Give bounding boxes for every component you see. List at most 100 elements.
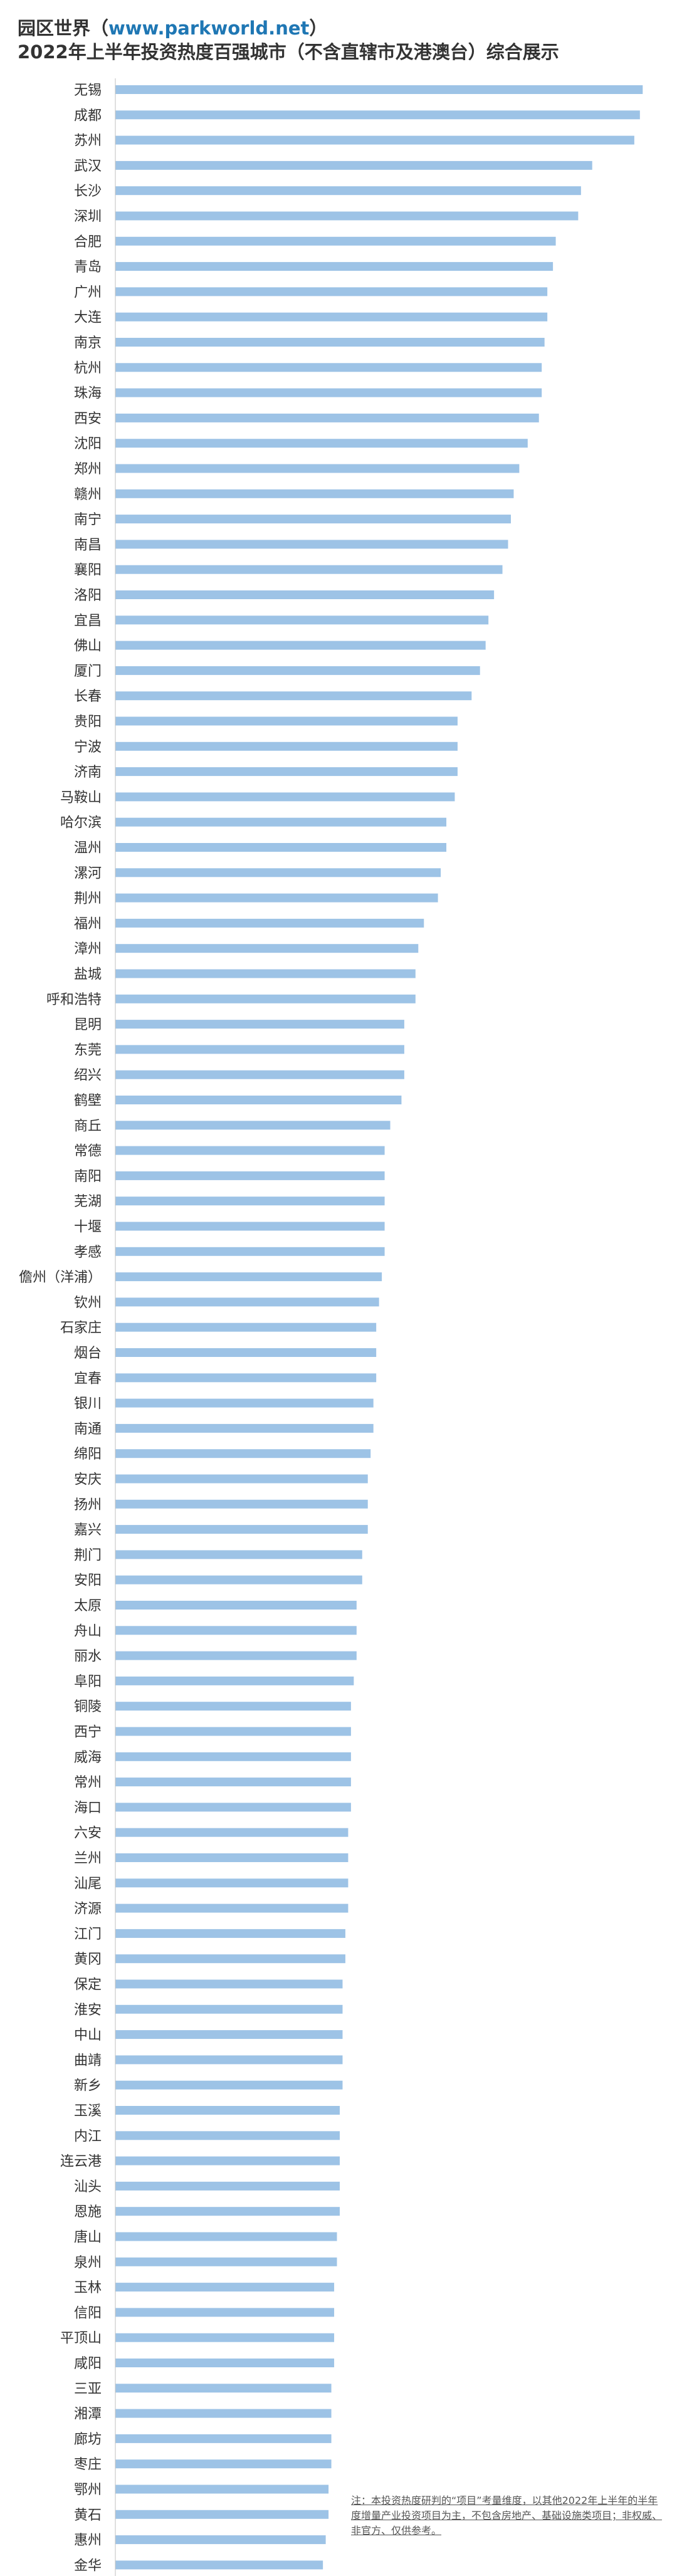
category-label: 太原	[74, 1598, 102, 1614]
category-label: 南通	[74, 1422, 102, 1437]
bar	[115, 413, 539, 422]
bar	[115, 1474, 368, 1484]
bar	[115, 1272, 382, 1282]
chart-title: 2022年上半年投资热度百强城市（不含直辖市及港澳台）综合展示	[18, 41, 559, 63]
bar	[115, 489, 514, 498]
category-label: 漯河	[74, 866, 102, 881]
bar	[115, 2055, 343, 2065]
category-label: 宁波	[74, 740, 102, 755]
bar	[115, 2459, 332, 2469]
category-label: 威海	[74, 1750, 102, 1766]
category-label: 马鞍山	[60, 790, 102, 805]
bar	[115, 1601, 357, 1610]
bar	[115, 2283, 335, 2292]
category-label: 舟山	[74, 1623, 102, 1639]
category-label: 佛山	[74, 639, 102, 654]
category-label: 咸阳	[74, 2356, 102, 2372]
bar	[115, 1096, 402, 1104]
category-label: 绍兴	[74, 1068, 102, 1084]
category-label: 唐山	[74, 2230, 102, 2246]
category-label: 宜春	[74, 1371, 102, 1386]
bar	[115, 363, 542, 372]
category-label: 嘉兴	[74, 1522, 102, 1538]
chart-header: 园区世界（www.parkworld.net） 2022年上半年投资热度百强城市…	[18, 16, 663, 64]
bar	[115, 641, 486, 650]
category-label: 东莞	[74, 1042, 102, 1058]
bar	[115, 1322, 377, 1332]
bar	[115, 1929, 345, 1938]
category-label: 枣庄	[74, 2457, 102, 2473]
bar	[115, 1196, 385, 1206]
bar	[115, 2080, 343, 2090]
bar	[115, 2181, 340, 2191]
bar	[115, 1979, 343, 1989]
category-label: 长沙	[74, 184, 102, 199]
brand-bracket: ）	[309, 18, 328, 39]
category-label: 曲靖	[74, 2053, 102, 2068]
category-label: 荆门	[74, 1547, 102, 1563]
bar	[115, 1903, 349, 1913]
category-label: 廊坊	[74, 2432, 102, 2448]
bar	[115, 1423, 374, 1433]
bar	[115, 969, 416, 978]
category-label: 襄阳	[74, 563, 102, 579]
bar	[115, 1373, 377, 1383]
category-label: 安阳	[74, 1573, 102, 1589]
category-label: 江门	[74, 1927, 102, 1942]
bar	[115, 590, 495, 599]
bar	[115, 1878, 349, 1888]
category-label: 连云港	[60, 2154, 102, 2170]
category-label: 芜湖	[74, 1194, 102, 1210]
bar	[115, 160, 592, 170]
bar	[115, 2131, 340, 2140]
bar	[115, 1778, 351, 1787]
category-label: 安庆	[74, 1472, 102, 1488]
bar	[115, 1752, 351, 1761]
category-label: 洛阳	[74, 588, 102, 604]
category-label: 十堰	[74, 1220, 102, 1235]
bar	[115, 1702, 351, 1711]
bar	[115, 2030, 343, 2039]
category-label: 宜昌	[74, 613, 102, 629]
bar	[115, 1121, 391, 1130]
category-label: 武汉	[74, 159, 102, 174]
category-label: 济南	[74, 765, 102, 780]
bar	[115, 186, 581, 196]
bar	[115, 110, 640, 120]
bar	[115, 817, 447, 827]
bar	[115, 868, 441, 877]
category-label: 深圳	[74, 209, 102, 225]
category-label: 济源	[74, 1902, 102, 1917]
category-label: 无锡	[74, 83, 102, 98]
bar	[115, 2308, 335, 2317]
category-label: 昆明	[74, 1017, 102, 1033]
bar	[115, 1525, 368, 1534]
category-label: 南阳	[74, 1169, 102, 1185]
bar	[115, 439, 528, 448]
bar	[115, 1297, 379, 1307]
bar	[115, 1954, 345, 1964]
category-label: 丽水	[74, 1649, 102, 1665]
category-label: 长春	[74, 689, 102, 704]
category-label: 苏州	[74, 134, 102, 149]
category-label: 厦门	[74, 664, 102, 679]
category-label: 合肥	[74, 234, 102, 250]
category-label: 海口	[74, 1800, 102, 1816]
category-label: 漳州	[74, 941, 102, 957]
bar	[115, 2484, 329, 2494]
bar	[115, 716, 458, 726]
category-label: 南宁	[74, 512, 102, 528]
bar	[115, 1803, 351, 1812]
bar	[115, 1550, 362, 1559]
category-label: 南昌	[74, 537, 102, 553]
category-label: 大连	[74, 310, 102, 326]
category-label: 平顶山	[60, 2331, 102, 2347]
bar	[115, 515, 511, 524]
bar	[115, 2257, 337, 2266]
bar	[115, 767, 458, 777]
category-label: 中山	[74, 2028, 102, 2043]
category-label: 绵阳	[74, 1447, 102, 1462]
bar	[115, 994, 416, 1003]
note-text: 注：本投资热度研判的“项目”考量维度，以其他2022年上半年的半年度增量产业投资…	[351, 2495, 663, 2537]
